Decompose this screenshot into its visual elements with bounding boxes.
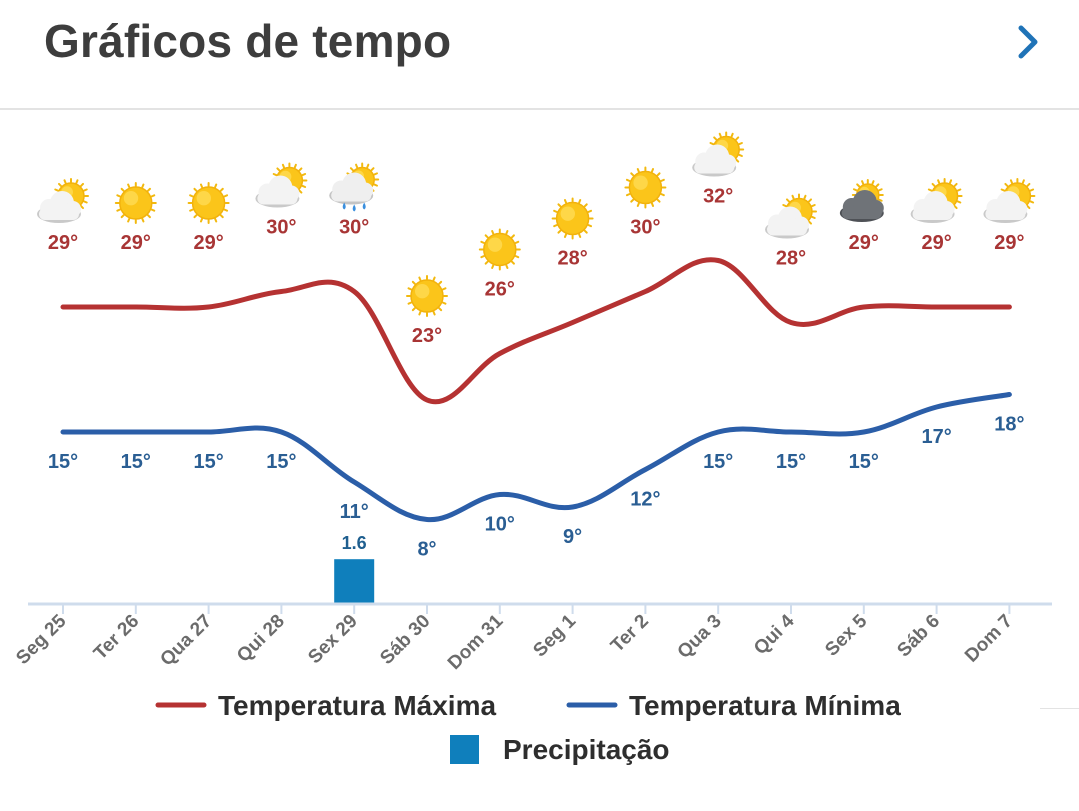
- partly-cloudy-icon: [983, 178, 1036, 223]
- max-temp-label: 30°: [339, 217, 369, 239]
- max-temp-label: 29°: [193, 232, 223, 254]
- min-temp-label: 17°: [921, 426, 951, 448]
- min-temp-label: 8°: [417, 539, 436, 561]
- min-temp-label: 15°: [849, 451, 879, 473]
- legend-label: Temperatura Máxima: [218, 690, 496, 721]
- max-temp-label: 28°: [776, 248, 806, 270]
- x-tick-label: Sáb 6: [893, 611, 944, 662]
- x-tick-label: Qua 27: [156, 611, 216, 671]
- legend-item[interactable]: Precipitação: [450, 734, 670, 765]
- x-tick-label: Sáb 30: [376, 611, 434, 669]
- max-temp-label: 30°: [266, 217, 296, 239]
- min-temp-label: 12°: [630, 489, 660, 511]
- max-temperature-line: [60, 257, 1012, 405]
- sun-icon: [551, 197, 594, 240]
- precipitation-bar: [334, 559, 375, 604]
- sun-icon: [187, 182, 230, 224]
- overcast-icon: [839, 179, 884, 222]
- max-temp-label: 32°: [703, 186, 733, 208]
- min-temp-label: 15°: [776, 451, 806, 473]
- next-chart-button[interactable]: [1008, 22, 1048, 62]
- sun-icon: [406, 275, 448, 317]
- weather-chart: 29° 29° 29° 30° 30° 23° 26° 28° 30° 32° 28° 29° 29° 2…: [12, 131, 1052, 765]
- sun-icon: [114, 182, 157, 224]
- min-temp-label: 15°: [121, 451, 151, 473]
- legend-label: Temperatura Mínima: [629, 690, 901, 721]
- x-tick-label: Seg 25: [12, 610, 70, 668]
- min-temp-label: 11°: [340, 501, 369, 523]
- x-tick-label: Qua 3: [674, 611, 726, 663]
- min-temp-label: 15°: [266, 451, 296, 473]
- x-tick-label: Seg 1: [529, 610, 580, 661]
- page-title: Gráficos de tempo: [44, 15, 452, 67]
- min-temp-label: 15°: [48, 451, 78, 473]
- max-temp-label: 29°: [48, 232, 78, 254]
- max-temp-label: 29°: [849, 232, 879, 254]
- x-tick-label: Sex 5: [821, 610, 871, 660]
- min-temp-label: 15°: [703, 451, 733, 473]
- x-tick-label: Qui 4: [750, 610, 799, 659]
- max-temp-label: 28°: [557, 248, 587, 270]
- min-temp-label: 15°: [193, 451, 223, 473]
- min-temp-label: 10°: [485, 514, 515, 536]
- x-tick-label: Ter 26: [90, 611, 143, 664]
- partly-cloudy-icon: [765, 193, 817, 239]
- max-temp-label: 29°: [921, 232, 951, 254]
- partly-cloudy-icon: [37, 178, 89, 223]
- x-tick-label: Ter 2: [607, 611, 653, 657]
- max-temp-label: 29°: [994, 232, 1024, 254]
- partly-cloudy-icon: [692, 131, 745, 177]
- min-temp-label: 18°: [994, 414, 1024, 436]
- legend-item[interactable]: Temperatura Mínima: [566, 690, 901, 721]
- divider: [1040, 708, 1079, 709]
- legend-swatch: [450, 735, 479, 764]
- x-tick-label: Sex 29: [304, 611, 361, 668]
- chart-header: Gráficos de tempo: [0, 0, 1079, 110]
- precipitation-label: 1.6: [342, 533, 367, 553]
- sun-icon: [624, 166, 667, 209]
- max-temp-label: 30°: [630, 217, 660, 239]
- x-tick-label: Dom 31: [444, 610, 508, 674]
- x-tick-label: Qui 28: [233, 611, 289, 667]
- rain-icon: [329, 162, 380, 212]
- min-temp-label: 9°: [563, 526, 582, 548]
- min-temperature-line: [60, 392, 1012, 523]
- sun-icon: [478, 228, 521, 271]
- max-temp-label: 23°: [412, 325, 442, 347]
- partly-cloudy-icon: [255, 162, 308, 208]
- chevron-right-icon: [1018, 25, 1038, 59]
- legend-label: Precipitação: [503, 734, 670, 765]
- legend-item[interactable]: Temperatura Máxima: [155, 690, 496, 721]
- partly-cloudy-icon: [910, 178, 963, 223]
- x-tick-label: Dom 7: [961, 611, 1017, 667]
- max-temp-label: 29°: [121, 232, 151, 254]
- max-temp-label: 26°: [485, 279, 515, 301]
